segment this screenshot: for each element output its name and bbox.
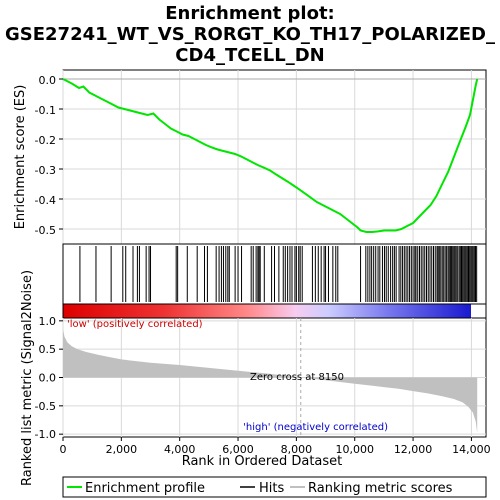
x-tick-label: 0 <box>60 443 67 456</box>
metric-y-axis-label: Ranked list metric (Signal2Noise) <box>20 270 35 486</box>
es-gridlines <box>62 70 486 244</box>
metric-y-ticks: 1.0 0.5 0.0 -0.5 -1.0 <box>35 315 63 441</box>
metric-y-tick-label: -0.5 <box>35 400 56 413</box>
es-y-tick-label: -0.3 <box>35 164 56 177</box>
x-tick-label: 12,000 <box>394 443 433 456</box>
title-line-1: Enrichment plot: <box>165 3 335 24</box>
x-tick-label: 2,000 <box>106 443 138 456</box>
x-axis-label: Rank in Ordered Dataset <box>182 454 343 469</box>
es-y-tick-label: -0.4 <box>35 194 56 207</box>
es-panel-frame <box>62 69 487 245</box>
rank-color-bar <box>63 304 471 318</box>
hit-marks <box>79 246 478 302</box>
title-line-3: CD4_TCELL_DN <box>175 45 324 66</box>
es-y-tick-label: -0.5 <box>35 224 56 237</box>
x-tick-label: 10,000 <box>335 443 374 456</box>
title-line-2: GSE27241_WT_VS_RORGT_KO_TH17_POLARIZED_ <box>5 24 495 45</box>
metric-y-tick-label: -1.0 <box>35 428 56 441</box>
x-tick-label: 14,000 <box>452 443 491 456</box>
metric-y-tick-label: 1.0 <box>39 315 57 328</box>
legend-label-enrichment-profile: Enrichment profile <box>85 481 205 496</box>
low-correlated-label: 'low' (positively correlated) <box>67 319 203 330</box>
metric-y-tick-label: 0.5 <box>39 343 57 356</box>
legend-label-hits: Hits <box>259 481 284 496</box>
es-y-tick-label: -0.2 <box>35 134 56 147</box>
x-tick-label: 4,000 <box>164 443 196 456</box>
metric-y-tick-label: 0.0 <box>39 372 57 385</box>
legend-box <box>62 476 487 498</box>
x-tick-label: 8,000 <box>281 443 313 456</box>
es-y-tick-label: 0.0 <box>39 74 57 87</box>
es-y-axis-label: Enrichment score (ES) <box>13 85 28 230</box>
high-correlated-label: 'high' (negatively correlated) <box>243 422 388 433</box>
enrichment-profile-line <box>62 78 479 233</box>
es-y-tick-label: -0.1 <box>35 104 56 117</box>
x-tick-label: 6,000 <box>222 443 254 456</box>
es-y-ticks: 0.0 -0.1 -0.2 -0.3 -0.4 -0.5 <box>35 74 63 237</box>
x-axis-ticks: 0 2,000 4,000 6,000 8,000 10,000 12,000 14,000 <box>60 437 491 456</box>
legend-label-ranking-metric: Ranking metric scores <box>308 481 453 496</box>
zero-cross-label: Zero cross at 8150 <box>250 372 344 383</box>
ranking-metric-area <box>63 329 478 433</box>
